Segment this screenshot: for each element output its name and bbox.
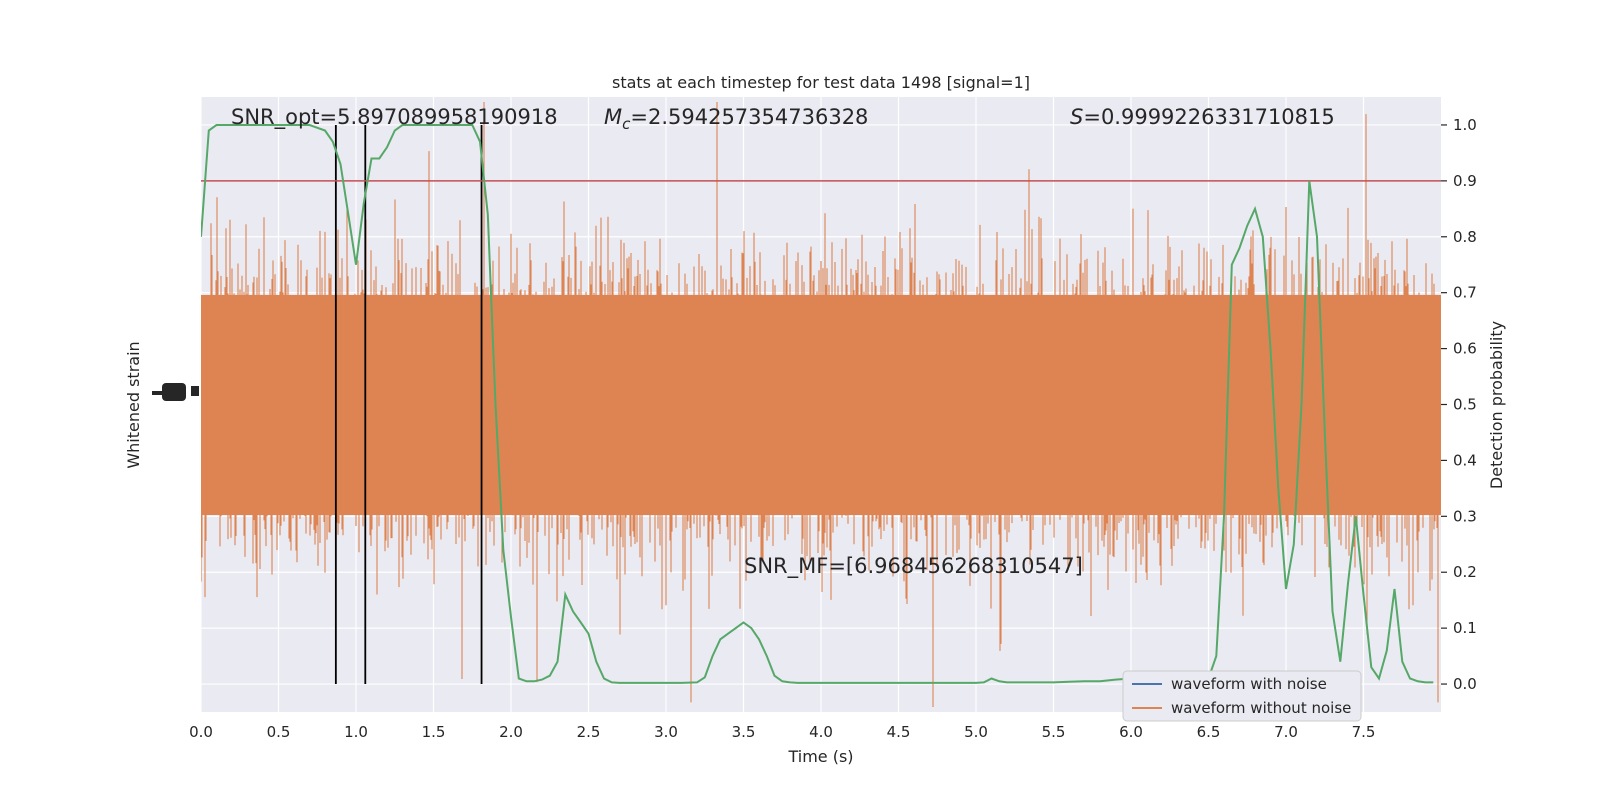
left-ticks-cluster [152,383,199,401]
snr-mf-annotation: SNR_MF=[6.968456268310547] [744,554,1083,579]
x-tick-label: 2.0 [499,723,523,741]
legend-label-with-noise: waveform with noise [1171,675,1327,693]
y-tick-label: 0.9 [1453,172,1477,190]
stat-value: =0.9999226331710815 [1083,105,1334,129]
y-tick-label: 0.3 [1453,507,1477,525]
y-axis-label-right: Detection probability [1487,321,1506,489]
x-tick-label: 0.0 [189,723,213,741]
legend: waveform with noise waveform without noi… [1122,670,1362,722]
stat-annotation: S=0.9999226331710815 [1070,105,1335,129]
x-tick-label: 7.0 [1274,723,1298,741]
x-tick-label: 2.5 [577,723,601,741]
y-tick-label: 0.5 [1453,396,1477,414]
x-ticks: 0.0 0.5 1.0 1.5 2.0 2.5 3.0 3.5 4.0 4.5 5.0 5.5 6.0 6… [189,723,1375,741]
y-tick-label: 0.0 [1453,675,1477,693]
x-tick-label: 4.0 [809,723,833,741]
x-tick-label: 7.5 [1352,723,1376,741]
detection-probability-line [201,124,1434,684]
x-tick-label: 4.5 [887,723,911,741]
x-tick-label: 1.0 [344,723,368,741]
y-tick-label: 0.8 [1453,228,1477,246]
x-tick-label: 5.0 [964,723,988,741]
waveform-without-noise-series [201,102,1441,707]
chart-title: stats at each timestep for test data 149… [612,73,1030,92]
y-tick-label: 0.2 [1453,563,1477,581]
chirp-mass-annotation: Mc=2.594257354736328 [604,105,868,133]
chirp-mass-subscript: c [622,115,631,133]
legend-label-without-noise: waveform without noise [1171,699,1351,717]
x-tick-label: 6.5 [1197,723,1221,741]
y-tick-label: 1.0 [1453,116,1477,134]
vertical-lines [334,124,483,685]
y-tick-label: 0.6 [1453,340,1477,358]
y-tick-label: 0.4 [1453,451,1477,469]
chirp-mass-value: =2.594257354736328 [630,105,868,129]
x-tick-label: 1.5 [422,723,446,741]
snr-opt-annotation: SNR_opt=5.897089958190918 [231,105,558,130]
y-tick-label: 0.7 [1453,284,1477,302]
x-axis-label: Time (s) [787,747,853,766]
chirp-mass-symbol: M [604,105,622,129]
x-tick-label: 0.5 [267,723,291,741]
x-tick-label: 6.0 [1119,723,1143,741]
x-tick-label: 3.0 [654,723,678,741]
x-tick-label: 5.5 [1042,723,1066,741]
x-tick-label: 3.5 [732,723,756,741]
strain-core [201,295,1441,515]
stat-symbol: S [1070,105,1083,129]
y-ticks-right: 0.0 0.1 0.2 0.3 0.4 0.5 0.6 0.7 0.8 0.9 1.0 [1441,116,1477,693]
y-tick-label: 0.1 [1453,619,1477,637]
y-axis-label-left: Whitened strain [124,341,143,468]
